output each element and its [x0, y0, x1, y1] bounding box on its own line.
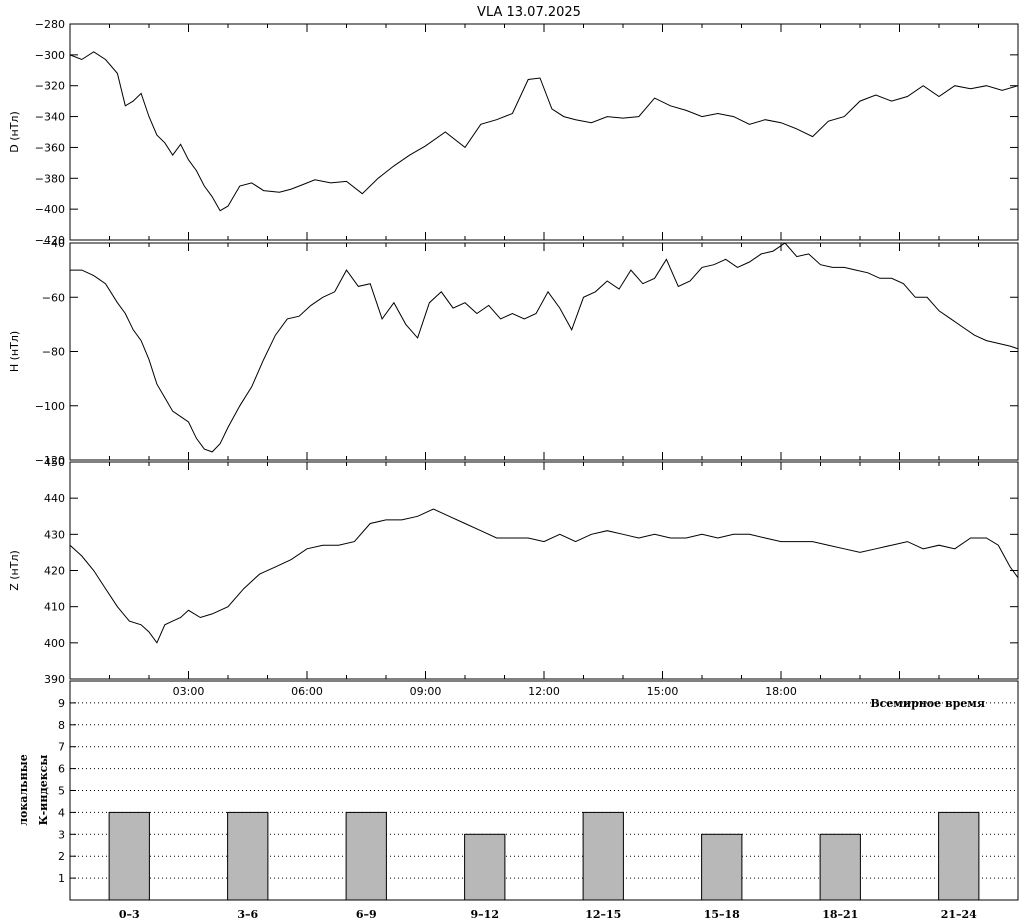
- category-label: 6–9: [356, 908, 377, 921]
- panel-1: −280 −300 −320 −340 −360 −380 −400 −420 D (нТл): [8, 18, 1019, 247]
- k-index-bar: [227, 811, 269, 901]
- y-tick-label: −60: [42, 291, 65, 304]
- category-label: 15–18: [704, 908, 740, 921]
- x-axis-label: Всемирное время: [870, 697, 985, 710]
- y-tick-label: −80: [42, 346, 65, 359]
- k-index-bar: [701, 833, 743, 901]
- category-label: 9–12: [471, 908, 499, 921]
- k-index-bar: [582, 811, 624, 901]
- time-tick-label: 15:00: [647, 685, 679, 698]
- y-tick-label: −40: [42, 237, 65, 250]
- y-tick-label: −120: [35, 454, 65, 467]
- panel-frame: [69, 680, 1019, 901]
- k-index-bar: [345, 811, 387, 901]
- time-tick-label: 09:00: [410, 685, 442, 698]
- panel-2: −40 −60 −80 −100 −120 H (нТл): [8, 237, 1019, 467]
- k-index-bar: [819, 833, 861, 901]
- y-tick-label: −100: [35, 400, 65, 413]
- y-tick-label: 7: [58, 741, 65, 754]
- k-index-panel: 1 2 3 4 5 6 7 8 9 0–3 3–6 6–9 9–12 12–15 15–18 18–21 21–…: [17, 680, 1019, 921]
- y-tick-label: −360: [35, 141, 65, 154]
- panel-3: 390 400 410 420 430 440 450 Z (нТл): [8, 456, 1019, 686]
- y-tick-label: −420: [35, 234, 65, 247]
- y-tick-label: 410: [44, 601, 65, 614]
- series-line: [70, 242, 1019, 453]
- category-label: 3–6: [237, 908, 258, 921]
- y-axis-label: Z (нТл): [8, 550, 21, 591]
- y-tick-label: 2: [58, 850, 65, 863]
- series-line: [69, 51, 1019, 212]
- y-axis-label: D (нТл): [8, 111, 21, 153]
- y-axis-label: локальные: [17, 754, 30, 825]
- y-tick-label: 450: [44, 456, 65, 469]
- time-tick-label: 06:00: [291, 685, 323, 698]
- category-label: 18–21: [822, 908, 858, 921]
- y-tick-label: −320: [35, 80, 65, 93]
- y-tick-label: 6: [58, 763, 65, 776]
- y-tick-label: 8: [58, 719, 65, 732]
- k-index-bar: [938, 811, 980, 901]
- y-tick-label: −300: [35, 49, 65, 62]
- category-label: 21–24: [941, 908, 977, 921]
- y-tick-label: 430: [44, 528, 65, 541]
- y-tick-label: 400: [44, 637, 65, 650]
- y-tick-label: 420: [44, 565, 65, 578]
- y-tick-label: 9: [58, 697, 65, 710]
- time-tick-label: 12:00: [528, 685, 560, 698]
- y-tick-label: −280: [35, 18, 65, 31]
- y-axis-label: H (нТл): [8, 331, 21, 372]
- y-tick-label: 5: [58, 785, 65, 798]
- y-tick-label: 3: [58, 828, 65, 841]
- k-index-bar: [108, 811, 150, 901]
- time-tick-label: 18:00: [765, 685, 797, 698]
- y-tick-label: −400: [35, 203, 65, 216]
- chart-title: VLA 13.07.2025: [477, 5, 581, 20]
- category-label: 12–15: [585, 908, 621, 921]
- y-tick-label: 390: [44, 673, 65, 686]
- k-index-bar: [464, 833, 506, 901]
- series-line: [69, 508, 1019, 644]
- y-tick-label: 4: [58, 806, 65, 819]
- y-tick-label: −380: [35, 172, 65, 185]
- category-label: 0–3: [119, 908, 140, 921]
- y-tick-label: −340: [35, 111, 65, 124]
- time-tick-label: 03:00: [173, 685, 205, 698]
- y-tick-label: 1: [58, 872, 65, 885]
- y-axis-label: К-индексы: [37, 755, 50, 826]
- y-tick-label: 440: [44, 492, 65, 505]
